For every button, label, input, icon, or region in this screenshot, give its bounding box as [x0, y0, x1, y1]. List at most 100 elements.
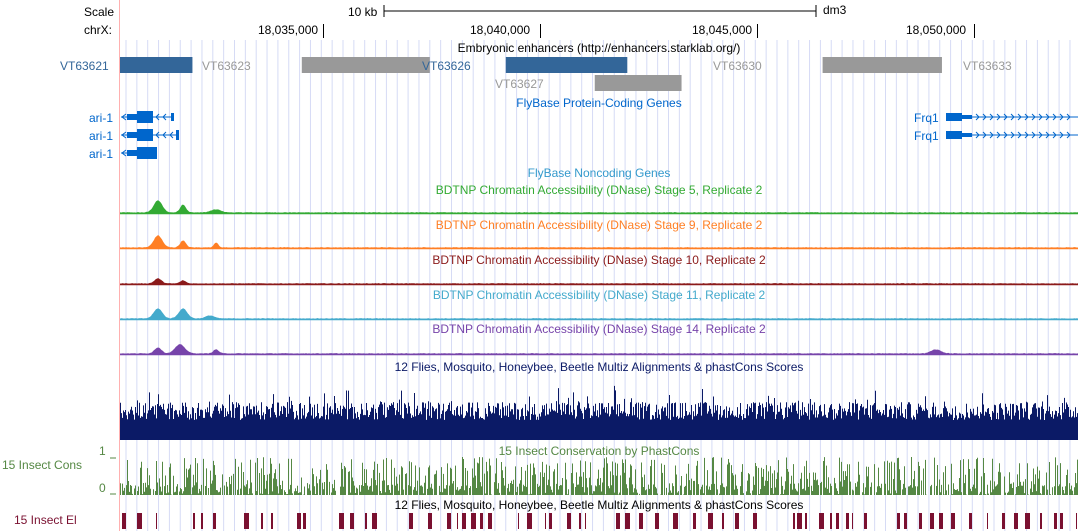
strand-chevron [1003, 113, 1008, 121]
conserved-element [527, 513, 532, 529]
conserved-element [836, 513, 839, 529]
conserved-element [897, 513, 900, 529]
conserved-element [951, 513, 955, 529]
strand-chevron [121, 113, 127, 121]
conserved-element [350, 513, 354, 529]
conserved-element [462, 513, 466, 529]
conserved-element [122, 513, 126, 529]
elements-track-title[interactable]: 12 Flies, Mosquito, Honeybee, Beetle Mul… [394, 498, 804, 512]
conserved-element [864, 513, 867, 529]
conserved-element [297, 513, 301, 529]
conserved-element [735, 513, 739, 529]
gene-label-ari-1[interactable]: ari-1 [89, 129, 114, 143]
conserved-element [447, 513, 451, 529]
strand-chevron [1038, 131, 1043, 139]
conserved-element [1076, 513, 1077, 529]
strand-chevron [1059, 113, 1064, 121]
dnase-stage14-title[interactable]: BDTNP Chromatin Accessibility (DNase) St… [432, 322, 766, 336]
conserved-element [579, 513, 581, 529]
conserved-element [488, 513, 492, 529]
gene-exon [176, 130, 179, 140]
conserved-element [339, 513, 344, 529]
dnase-signal [120, 235, 1078, 248]
multiz-track-title[interactable]: 12 Flies, Mosquito, Honeybee, Beetle Mul… [394, 360, 804, 374]
dnase-signal [120, 200, 1078, 213]
gene-label-frq1[interactable]: Frq1 [914, 129, 939, 143]
conserved-element [625, 513, 630, 529]
strand-chevron [162, 113, 167, 121]
conserved-element [673, 513, 678, 529]
dnase-stage10-title[interactable]: BDTNP Chromatin Accessibility (DNase) St… [432, 253, 766, 267]
conserved-element [518, 513, 519, 529]
strand-chevron [982, 113, 987, 121]
strand-chevron [989, 131, 994, 139]
gene-exon [137, 147, 157, 159]
dnase-stage5-title[interactable]: BDTNP Chromatin Accessibility (DNase) St… [435, 183, 763, 197]
conserved-element [428, 513, 432, 529]
conserved-element [1060, 513, 1063, 529]
conserved-element [201, 513, 203, 529]
phastcons-ymin-label: 0 [99, 481, 106, 495]
noncoding-track-title[interactable]: FlyBase Noncoding Genes [527, 166, 671, 180]
enhancers-track-title[interactable]: Embryonic enhancers (http://enhancers.st… [457, 41, 741, 55]
conserved-element [1025, 513, 1030, 529]
gene-label-ari-1[interactable]: ari-1 [89, 111, 114, 125]
conserved-element [137, 513, 142, 529]
conserved-element [567, 513, 571, 529]
enhancer-label[interactable]: VT63633 [963, 59, 1012, 73]
gene-exon [137, 129, 153, 141]
conserved-element [904, 513, 907, 529]
conserved-element [655, 513, 659, 529]
strand-chevron [1010, 131, 1015, 139]
conserved-element [365, 513, 367, 529]
enhancer-label[interactable]: VT63630 [713, 59, 762, 73]
strand-chevron [162, 131, 167, 139]
conserved-element [693, 513, 696, 529]
dnase-stage9-title[interactable]: BDTNP Chromatin Accessibility (DNase) St… [435, 218, 763, 232]
strand-chevron [1031, 113, 1036, 121]
phastcons-side-label[interactable]: 15 Insect Cons [2, 458, 83, 472]
strand-chevron [1017, 113, 1022, 121]
gene-label-ari-1[interactable]: ari-1 [89, 147, 114, 161]
enhancer-label[interactable]: VT63621 [60, 59, 109, 73]
conserved-element [797, 513, 802, 529]
gene-exon [962, 115, 972, 119]
enhancer-label[interactable]: VT63626 [422, 59, 471, 73]
enhancer-label[interactable]: VT63623 [202, 59, 251, 73]
strand-chevron [982, 131, 987, 139]
scale-bar-label: 10 kb [348, 5, 378, 19]
protein-coding-track-title[interactable]: FlyBase Protein-Coding Genes [516, 96, 682, 110]
conserved-element [409, 513, 413, 529]
gene-exon [127, 150, 137, 156]
enhancer-feature [301, 57, 430, 73]
elements-side-label[interactable]: 15 Insect El [14, 513, 77, 527]
strand-chevron [1038, 113, 1043, 121]
conserved-element [156, 513, 157, 529]
strand-chevron [1010, 113, 1015, 121]
strand-chevron [989, 113, 994, 121]
strand-chevron [975, 113, 980, 121]
coordinate-label: 18,045,000 [692, 23, 753, 37]
gene-exon [137, 111, 153, 123]
strand-chevron [155, 113, 160, 121]
gene-exon [127, 132, 137, 138]
strand-chevron [975, 131, 980, 139]
conserved-element [193, 513, 195, 529]
enhancer-feature [594, 75, 682, 91]
strand-chevron [1052, 131, 1057, 139]
strand-chevron [155, 131, 160, 139]
conserved-element [457, 513, 458, 529]
strand-chevron [1024, 131, 1029, 139]
conserved-element [1054, 513, 1057, 529]
conserved-element [852, 513, 853, 529]
dnase-stage11-title[interactable]: BDTNP Chromatin Accessibility (DNase) St… [432, 288, 766, 302]
conserved-element [372, 513, 377, 529]
conserved-element [616, 513, 620, 529]
gene-label-frq1[interactable]: Frq1 [914, 111, 939, 125]
enhancer-feature [120, 57, 193, 73]
enhancer-label[interactable]: VT63627 [495, 77, 544, 91]
phastcons-track-title[interactable]: 15 Insect Conservation by PhastCons [498, 444, 700, 458]
enhancer-feature [822, 57, 942, 73]
